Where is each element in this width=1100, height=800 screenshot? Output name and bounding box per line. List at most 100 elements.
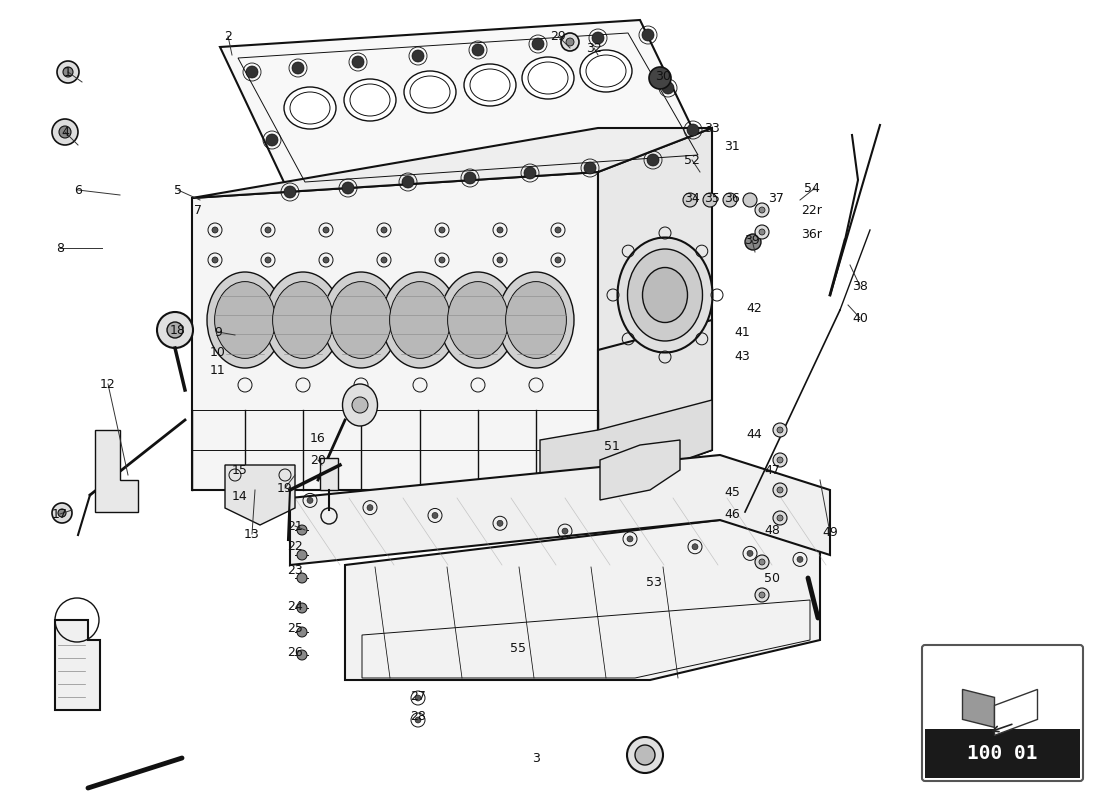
Circle shape: [773, 453, 786, 467]
Ellipse shape: [440, 272, 516, 368]
Text: 9: 9: [214, 326, 222, 338]
Circle shape: [439, 257, 446, 263]
Text: 13: 13: [244, 527, 260, 541]
Circle shape: [292, 62, 304, 74]
Circle shape: [562, 528, 568, 534]
Circle shape: [59, 126, 72, 138]
Ellipse shape: [522, 57, 574, 99]
Circle shape: [297, 550, 307, 560]
Circle shape: [561, 33, 579, 51]
Ellipse shape: [464, 64, 516, 106]
Text: 20: 20: [310, 454, 326, 466]
Ellipse shape: [342, 384, 377, 426]
Text: 10: 10: [210, 346, 225, 358]
Text: 3: 3: [532, 751, 540, 765]
Circle shape: [532, 38, 544, 50]
Text: 15: 15: [232, 463, 248, 477]
Text: 35: 35: [704, 191, 719, 205]
Text: euro.parts: euro.parts: [202, 371, 678, 449]
Text: 51: 51: [604, 439, 620, 453]
Circle shape: [412, 50, 424, 62]
Ellipse shape: [214, 282, 275, 358]
Circle shape: [297, 650, 307, 660]
Circle shape: [266, 134, 278, 146]
Circle shape: [556, 257, 561, 263]
Polygon shape: [994, 690, 1037, 735]
Text: 1: 1: [64, 66, 72, 78]
Circle shape: [627, 737, 663, 773]
Circle shape: [212, 257, 218, 263]
Text: 47: 47: [764, 463, 780, 477]
Polygon shape: [55, 620, 100, 710]
Text: 8: 8: [56, 242, 64, 254]
Polygon shape: [600, 440, 680, 500]
Circle shape: [265, 257, 271, 263]
Polygon shape: [598, 128, 712, 490]
Circle shape: [759, 207, 764, 213]
Text: 53: 53: [646, 577, 662, 590]
Circle shape: [759, 592, 764, 598]
Polygon shape: [192, 128, 712, 198]
Text: 24: 24: [287, 599, 303, 613]
Circle shape: [157, 312, 192, 348]
Text: 41: 41: [734, 326, 750, 339]
Ellipse shape: [331, 282, 392, 358]
FancyBboxPatch shape: [922, 645, 1084, 781]
Ellipse shape: [580, 50, 632, 92]
Text: 23: 23: [287, 563, 303, 577]
Circle shape: [566, 38, 574, 46]
Polygon shape: [598, 320, 712, 490]
Text: 25: 25: [287, 622, 303, 634]
Ellipse shape: [627, 249, 703, 341]
Circle shape: [798, 556, 803, 562]
Text: 16: 16: [310, 431, 326, 445]
Text: 19: 19: [277, 482, 293, 494]
Text: 36: 36: [724, 191, 740, 205]
Circle shape: [755, 588, 769, 602]
Circle shape: [777, 487, 783, 493]
Text: 32: 32: [586, 42, 602, 54]
Text: 40: 40: [852, 311, 868, 325]
Circle shape: [777, 427, 783, 433]
Circle shape: [167, 322, 183, 338]
Circle shape: [703, 193, 717, 207]
Circle shape: [265, 227, 271, 233]
Circle shape: [297, 525, 307, 535]
Polygon shape: [345, 520, 820, 680]
Text: 11: 11: [210, 363, 225, 377]
Circle shape: [464, 172, 476, 184]
Ellipse shape: [207, 272, 283, 368]
Circle shape: [402, 176, 414, 188]
Circle shape: [352, 397, 368, 413]
Text: 17: 17: [52, 507, 68, 521]
Circle shape: [777, 457, 783, 463]
Circle shape: [649, 67, 671, 89]
Circle shape: [52, 119, 78, 145]
Ellipse shape: [382, 272, 458, 368]
Polygon shape: [226, 465, 295, 525]
Circle shape: [723, 193, 737, 207]
Circle shape: [497, 257, 503, 263]
Polygon shape: [962, 690, 994, 727]
Ellipse shape: [323, 272, 399, 368]
Circle shape: [688, 124, 698, 136]
Text: 18: 18: [170, 323, 186, 337]
Text: 36r: 36r: [802, 227, 823, 241]
Circle shape: [472, 44, 484, 56]
Circle shape: [246, 66, 258, 78]
Bar: [925, 729, 1080, 778]
Circle shape: [759, 229, 764, 235]
Circle shape: [755, 225, 769, 239]
Circle shape: [297, 627, 307, 637]
Circle shape: [497, 227, 503, 233]
Circle shape: [773, 423, 786, 437]
Text: 37: 37: [768, 191, 784, 205]
Ellipse shape: [642, 267, 688, 322]
Circle shape: [773, 511, 786, 525]
Ellipse shape: [273, 282, 333, 358]
Circle shape: [323, 257, 329, 263]
Circle shape: [212, 227, 218, 233]
Text: 34: 34: [684, 191, 700, 205]
Ellipse shape: [389, 282, 450, 358]
Circle shape: [57, 61, 79, 83]
